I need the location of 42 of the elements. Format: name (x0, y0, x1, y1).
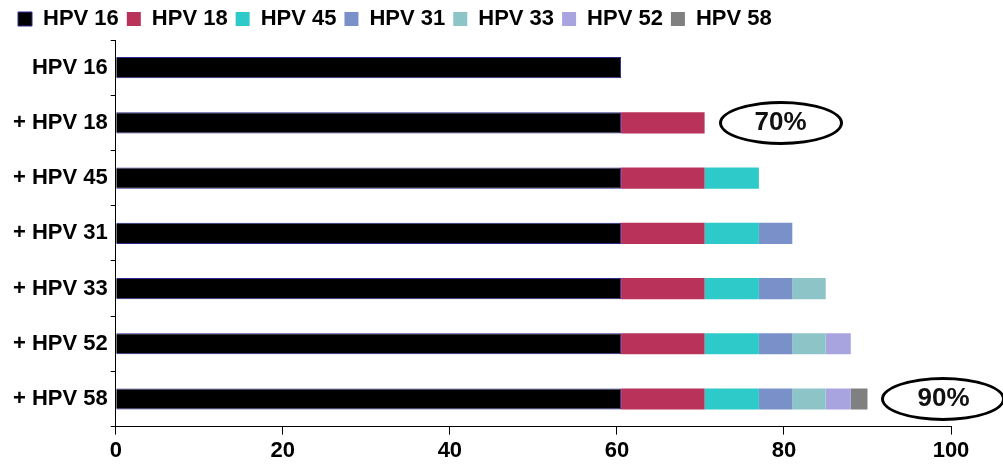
legend-label: HPV 52 (587, 5, 663, 31)
bar (792, 333, 826, 355)
y-tick-label: + HPV 52 (13, 329, 108, 355)
x-tick-label: 60 (604, 436, 630, 462)
annotation: 90% (917, 382, 970, 413)
y-tick-label: + HPV 18 (13, 108, 108, 134)
bar (621, 388, 705, 410)
bar (621, 167, 705, 189)
legend-label: HPV 31 (369, 5, 446, 31)
y-tick-label: + HPV 58 (13, 385, 108, 411)
bar (825, 333, 851, 355)
x-tick-label: 20 (270, 436, 296, 462)
bar (758, 388, 793, 410)
bar (621, 222, 705, 244)
y-tick-label: + HPV 45 (13, 164, 108, 190)
legend-label: HPV 33 (478, 5, 555, 31)
bar (704, 388, 759, 410)
bar (704, 277, 759, 300)
bar (850, 388, 868, 410)
bar (792, 277, 826, 300)
bar (704, 167, 759, 189)
y-tick-label: + HPV 31 (13, 219, 108, 245)
annotation: 70% (754, 106, 807, 137)
x-tick-label: 100 (932, 436, 970, 462)
bar (758, 277, 793, 300)
legend-label: HPV 58 (695, 5, 772, 31)
bar (621, 333, 705, 355)
legend-label: HPV 18 (151, 5, 228, 31)
bar (758, 333, 793, 355)
bar (758, 222, 793, 244)
bar (704, 333, 759, 355)
x-tick-label: 0 (109, 436, 122, 462)
bar (621, 277, 705, 300)
x-tick-label: 80 (771, 436, 797, 462)
bar (621, 112, 705, 134)
y-tick-label: + HPV 33 (13, 274, 108, 300)
y-tick-label: HPV 16 (31, 53, 108, 79)
bar (704, 222, 759, 244)
bar (792, 388, 826, 410)
legend-label: HPV 45 (260, 5, 337, 31)
x-tick-label: 40 (437, 436, 463, 462)
bar (825, 388, 851, 410)
